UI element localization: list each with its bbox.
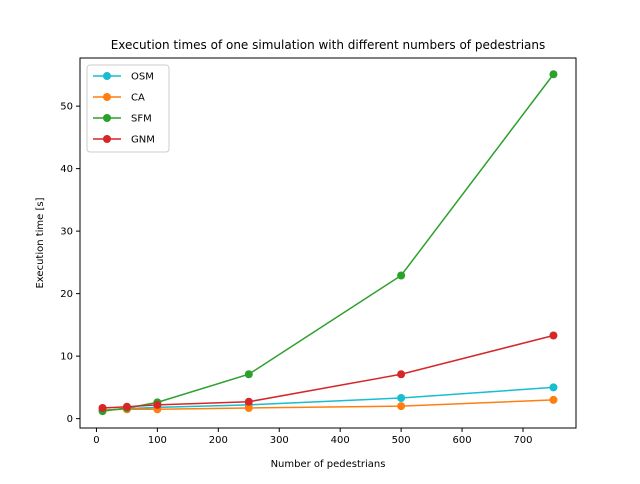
y-axis: 0 10 20 30 40 50	[60, 102, 80, 425]
data-point-gnm	[549, 331, 558, 340]
data-point-ca	[397, 402, 406, 411]
x-tick-label: 400	[331, 435, 350, 446]
series-line-ca	[102, 399, 554, 411]
y-tick-label: 50	[60, 102, 73, 113]
x-tick-label: 600	[453, 435, 472, 446]
legend-label-osm: OSM	[131, 72, 154, 83]
legend-label-ca: CA	[131, 93, 145, 104]
y-tick-label: 10	[60, 352, 73, 363]
y-tick-label: 30	[60, 227, 73, 238]
data-point-osm	[397, 394, 406, 402]
legend-marker-ca	[103, 93, 111, 101]
plot-area	[98, 70, 558, 416]
legend-marker-gnm	[103, 135, 111, 143]
x-tick-label: 700	[513, 435, 532, 446]
data-point-sfm	[244, 370, 253, 379]
data-point-sfm	[549, 70, 558, 79]
data-point-gnm	[244, 397, 253, 406]
data-point-gnm	[122, 402, 131, 411]
data-point-ca	[244, 404, 253, 412]
data-point-sfm	[397, 271, 406, 280]
x-tick-label: 200	[209, 435, 228, 446]
y-tick-label: 20	[60, 289, 73, 300]
legend-label-sfm: SFM	[131, 114, 152, 125]
x-tick-label: 100	[148, 435, 167, 446]
x-tick-label: 0	[93, 435, 99, 446]
x-tick-label: 300	[270, 435, 289, 446]
legend-marker-sfm	[103, 114, 111, 122]
data-point-ca	[549, 395, 558, 404]
series-line-sfm	[102, 73, 555, 412]
axes-frame	[79, 57, 577, 429]
series-line-gnm	[102, 334, 554, 409]
y-tick-label: 0	[67, 414, 73, 425]
legend-marker-osm	[103, 72, 111, 80]
data-point-gnm	[153, 400, 162, 409]
data-point-gnm	[98, 404, 107, 412]
data-point-gnm	[397, 370, 406, 379]
x-axis: 0 100 200 300 400 500 600 700	[93, 428, 533, 446]
y-tick-label: 40	[60, 164, 73, 175]
legend-box	[86, 64, 170, 153]
data-point-osm	[549, 383, 558, 392]
legend-label-gnm: GNM	[131, 135, 155, 146]
x-tick-label: 500	[392, 435, 411, 446]
y-axis-label: Execution time [s]	[35, 197, 46, 288]
x-axis-label: Number of pedestrians	[271, 459, 386, 470]
legend: OSM CA SFM GNM	[86, 64, 170, 153]
chart-title: Execution times of one simulation with d…	[111, 38, 546, 52]
